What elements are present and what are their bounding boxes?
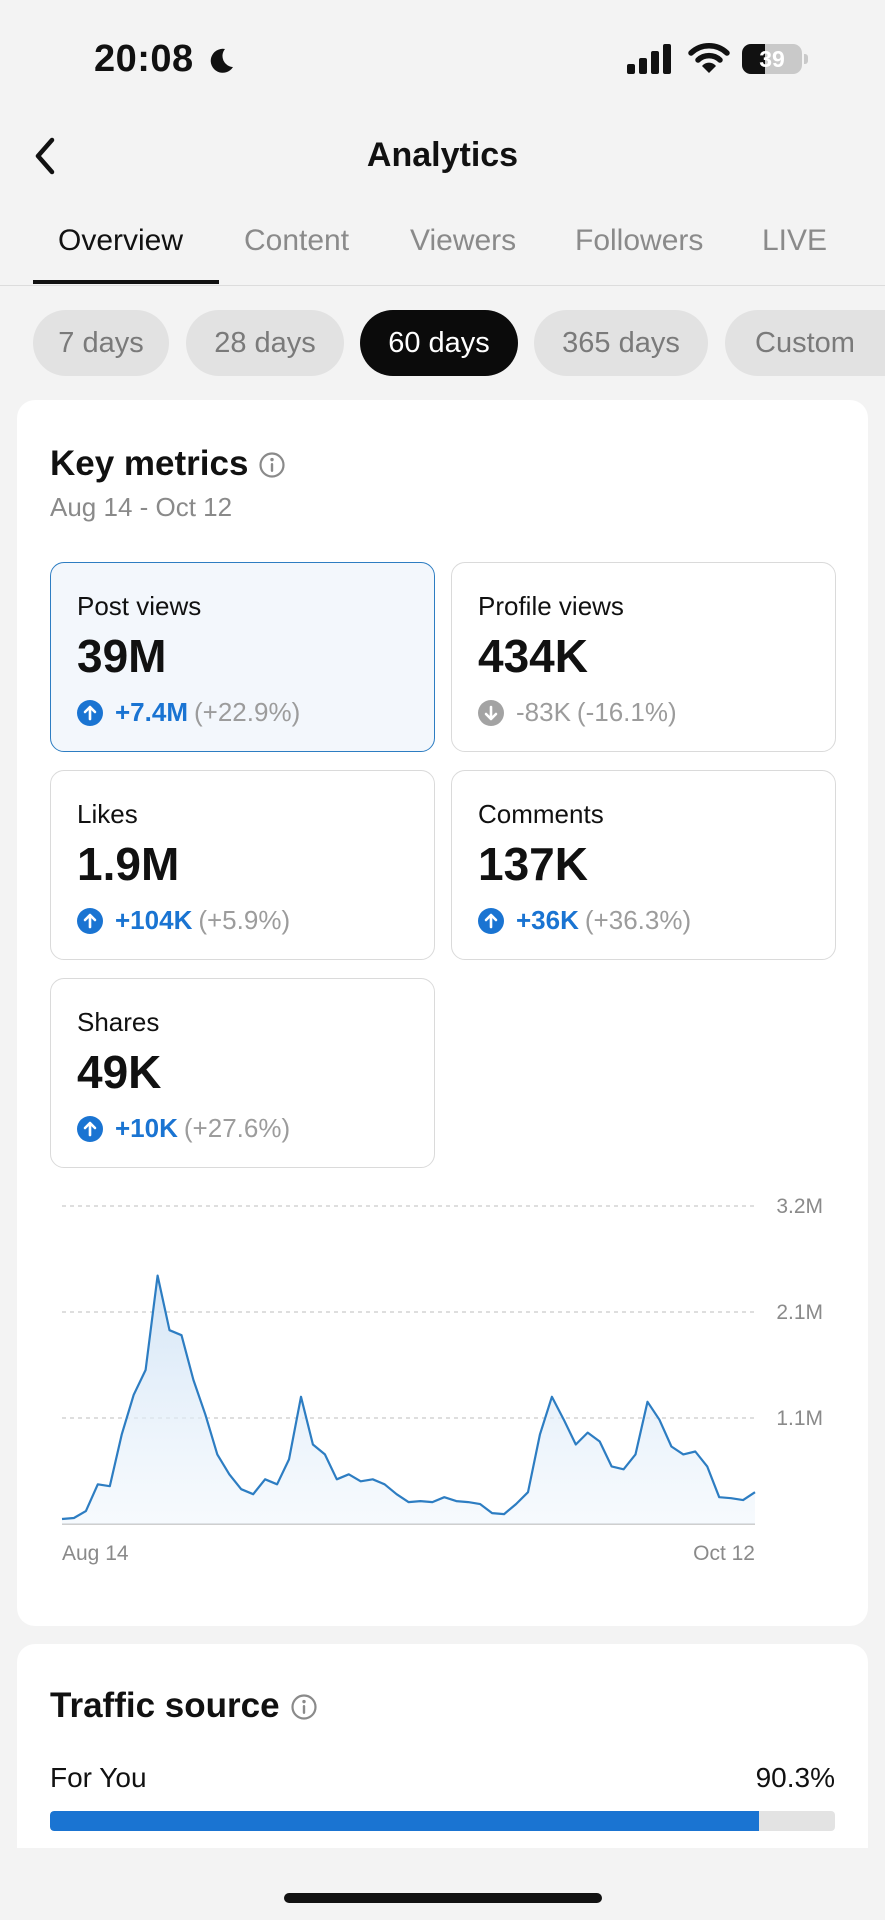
metric-likes[interactable]: Likes 1.9M +104K (+5.9%) xyxy=(50,770,435,960)
battery-icon: 39 xyxy=(742,44,808,74)
date-range: Aug 14 - Oct 12 xyxy=(50,492,233,522)
metric-value: 434K xyxy=(478,630,588,682)
chart-x-tick-label: Oct 12 xyxy=(693,1542,755,1565)
traffic-source-bar xyxy=(50,1811,835,1831)
period-chip-28-days[interactable]: 28 days xyxy=(186,310,344,376)
key-metrics-card: Key metrics Aug 14 - Oct 12 Post views 3… xyxy=(17,400,868,1626)
metric-change: +10K (+27.6%) xyxy=(77,1113,290,1144)
period-chip-custom[interactable]: Custom xyxy=(725,310,885,376)
metric-change: +36K (+36.3%) xyxy=(478,905,691,936)
chart-y-tick-label: 3.2M xyxy=(776,1195,823,1218)
arrow-up-circle-icon xyxy=(77,1115,103,1142)
info-icon[interactable] xyxy=(290,1693,318,1721)
key-metrics-title: Key metrics xyxy=(50,444,249,483)
wifi-icon xyxy=(688,43,730,73)
metric-profile-views[interactable]: Profile views 434K -83K (-16.1%) xyxy=(451,562,836,752)
battery-level: 39 xyxy=(759,46,785,72)
chart-x-tick-label: Aug 14 xyxy=(62,1542,129,1565)
traffic-source-percent: 90.3% xyxy=(755,1762,835,1793)
metric-label: Likes xyxy=(77,799,138,829)
tab-overview[interactable]: Overview xyxy=(58,224,184,257)
status-time: 20:08 xyxy=(94,38,194,80)
chart-y-tick-label: 1.1M xyxy=(776,1407,823,1430)
metric-change: -83K (-16.1%) xyxy=(478,697,677,728)
metric-post-views[interactable]: Post views 39M +7.4M (+22.9%) xyxy=(50,562,435,752)
page-title: Analytics xyxy=(366,136,519,174)
traffic-source-title: Traffic source xyxy=(50,1686,280,1725)
info-icon[interactable] xyxy=(258,451,286,479)
arrow-up-circle-icon xyxy=(478,907,504,934)
status-bar: 20:08 39 xyxy=(0,0,885,118)
tab-followers[interactable]: Followers xyxy=(575,224,704,257)
metric-label: Comments xyxy=(478,799,604,829)
tab-bar: Overview Content Viewers Followers LIVE xyxy=(0,212,885,286)
battery-fill xyxy=(742,44,766,74)
period-chip-60-days[interactable]: 60 days xyxy=(360,310,518,376)
arrow-down-circle-icon xyxy=(478,699,504,726)
moon-icon xyxy=(210,48,233,73)
arrow-up-circle-icon xyxy=(77,907,103,934)
traffic-source-bar-fill xyxy=(50,1811,759,1831)
metric-label: Profile views xyxy=(478,591,624,621)
tab-live[interactable]: LIVE xyxy=(762,224,828,257)
chart-y-tick-label: 2.1M xyxy=(776,1301,823,1324)
metric-change-value: +7.4M xyxy=(115,697,188,727)
metric-change-value: +10K xyxy=(115,1113,178,1143)
metric-change: +104K (+5.9%) xyxy=(77,905,290,936)
metric-change-value: +36K xyxy=(516,905,579,935)
chart-series-line xyxy=(61,1274,756,1521)
metric-change-percent: (+5.9%) xyxy=(198,905,291,935)
chart-svg: 1.1M 2.1M 3.2M Aug 14 Oct 12 xyxy=(61,1195,823,1565)
metric-change-percent: (+22.9%) xyxy=(194,697,301,727)
bottom-bar xyxy=(0,1848,885,1920)
tab-content[interactable]: Content xyxy=(244,224,350,257)
metric-change-value: +104K xyxy=(115,905,193,935)
chevron-left-icon[interactable] xyxy=(28,134,68,178)
metric-shares[interactable]: Shares 49K +10K (+27.6%) xyxy=(50,978,435,1168)
metric-change-value: -83K xyxy=(516,697,571,727)
post-views-chart[interactable]: 1.1M 2.1M 3.2M Aug 14 Oct 12 xyxy=(17,1190,868,1590)
metric-value: 1.9M xyxy=(77,838,180,890)
metric-comments[interactable]: Comments 137K +36K (+36.3%) xyxy=(451,770,836,960)
metric-value: 39M xyxy=(77,630,167,682)
period-chip-365-days[interactable]: 365 days xyxy=(534,310,708,376)
traffic-source-label: For You xyxy=(50,1762,147,1793)
metric-label: Shares xyxy=(77,1007,160,1037)
active-tab-indicator xyxy=(33,280,219,284)
arrow-up-circle-icon xyxy=(77,699,103,726)
metric-value: 137K xyxy=(478,838,588,890)
metric-change-percent: (-16.1%) xyxy=(576,697,677,727)
metric-change: +7.4M (+22.9%) xyxy=(77,697,300,728)
period-chip-7-days[interactable]: 7 days xyxy=(33,310,169,376)
metric-value: 49K xyxy=(77,1046,162,1098)
metric-label: Post views xyxy=(77,591,202,621)
metric-change-percent: (+36.3%) xyxy=(584,905,692,935)
cellular-signal-icon xyxy=(627,44,671,74)
chart-area-fill xyxy=(62,1275,755,1524)
home-indicator[interactable] xyxy=(284,1893,602,1903)
tab-viewers[interactable]: Viewers xyxy=(410,224,517,257)
metric-change-percent: (+27.6%) xyxy=(183,1113,291,1143)
